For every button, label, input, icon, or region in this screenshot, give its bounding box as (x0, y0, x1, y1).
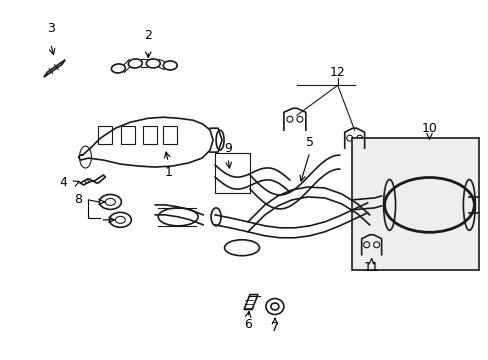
Text: 7: 7 (270, 321, 278, 334)
Text: 6: 6 (244, 318, 251, 331)
Text: 9: 9 (224, 141, 231, 155)
Text: 10: 10 (421, 122, 437, 135)
Polygon shape (351, 138, 478, 270)
Text: 5: 5 (305, 136, 313, 149)
Text: 8: 8 (74, 193, 82, 206)
Text: 2: 2 (144, 29, 152, 42)
Text: 11: 11 (363, 261, 379, 274)
Text: 1: 1 (164, 166, 172, 179)
Text: 12: 12 (329, 66, 345, 79)
Text: 3: 3 (46, 22, 54, 35)
Text: 4: 4 (60, 176, 67, 189)
